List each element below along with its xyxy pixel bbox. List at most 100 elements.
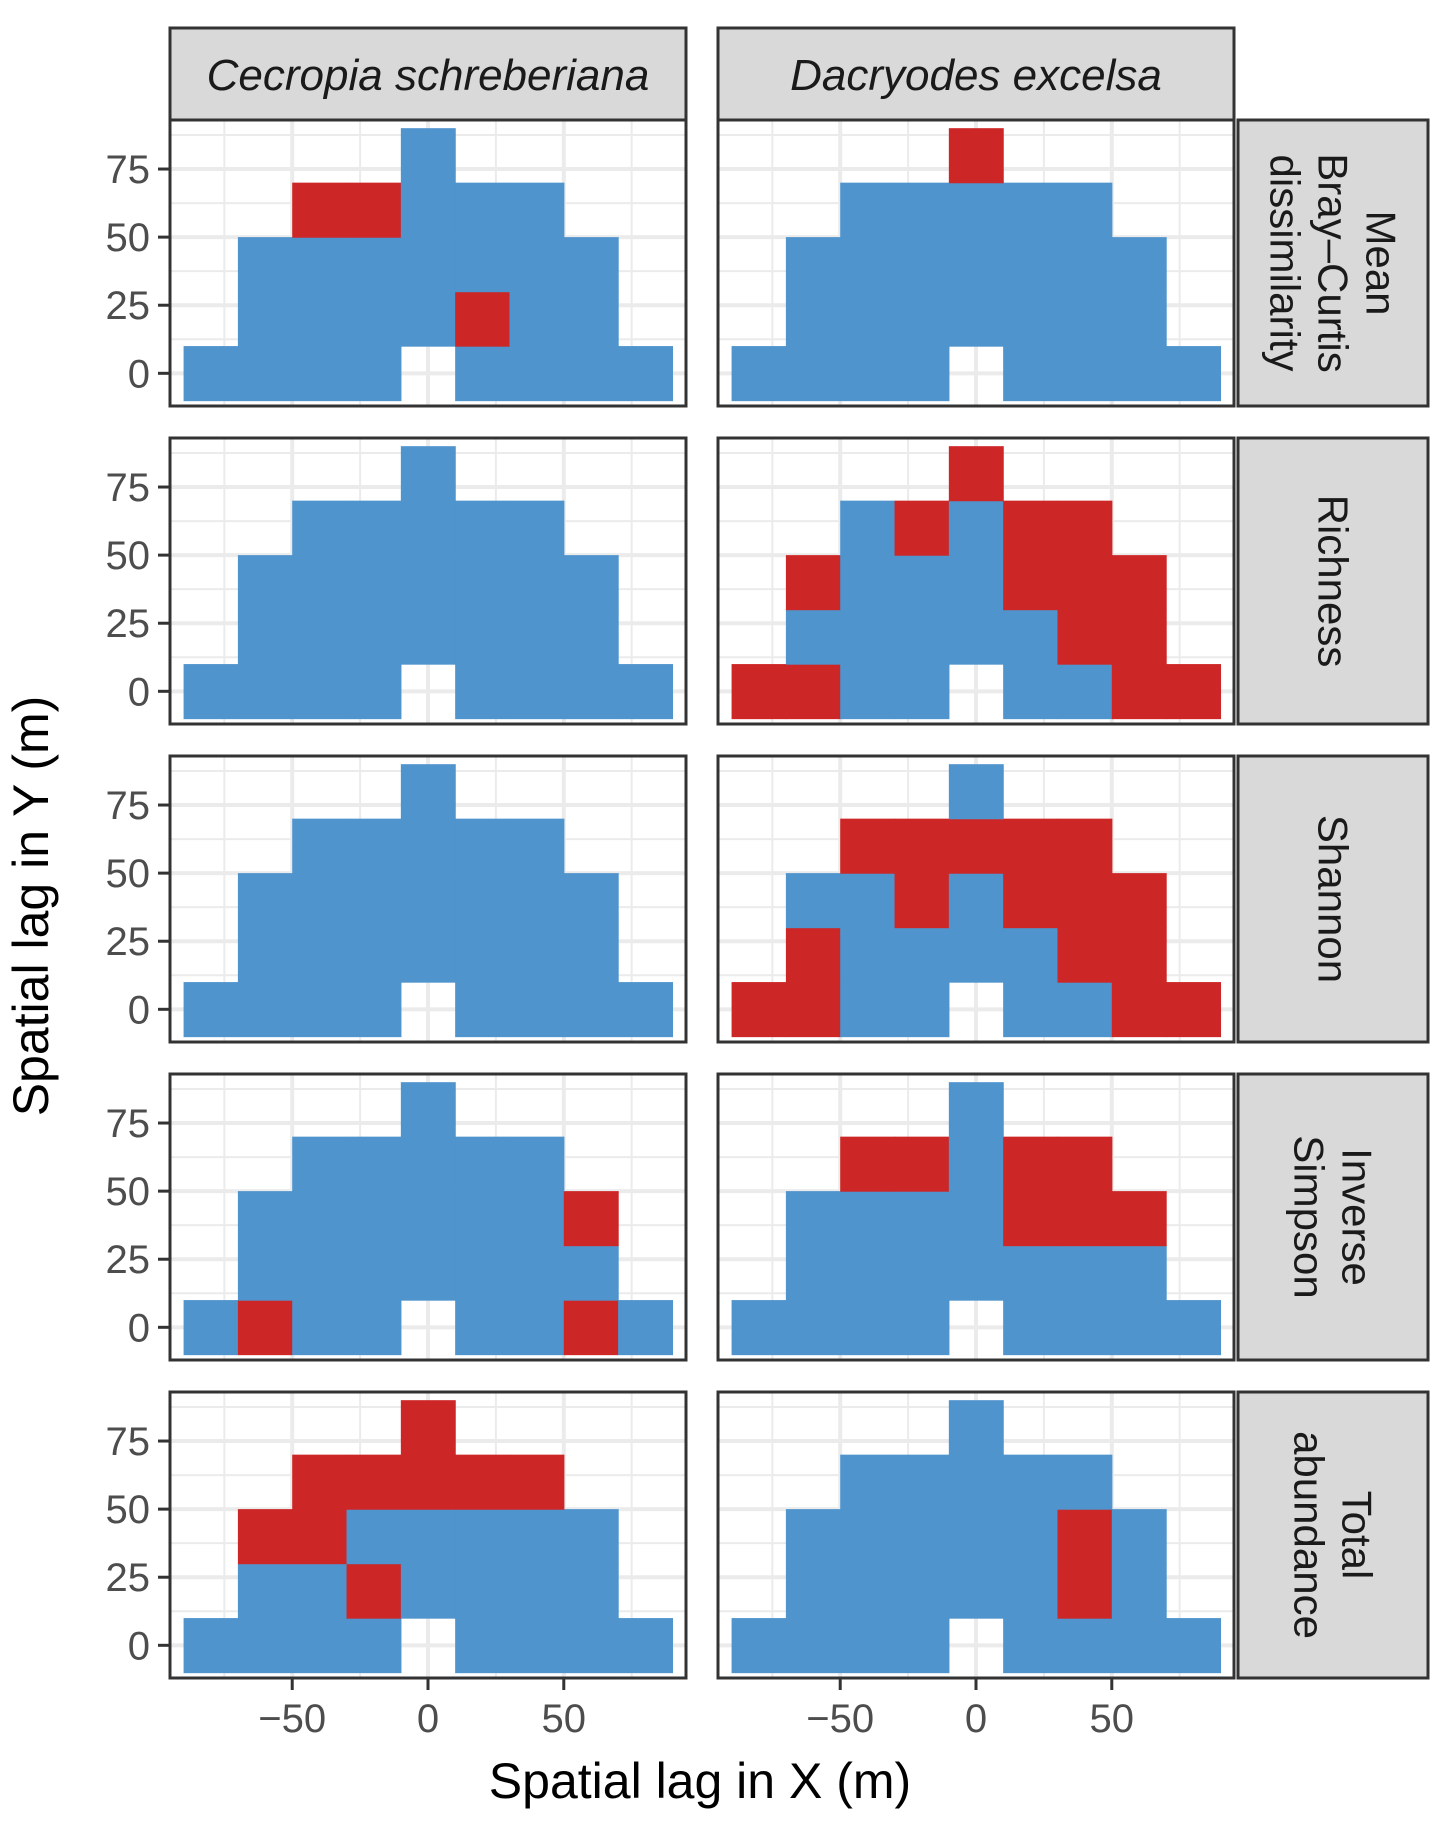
heatmap-tile-blue — [894, 237, 950, 293]
heatmap-tile-blue — [840, 291, 896, 347]
heatmap-tile-red — [731, 664, 787, 720]
heatmap-tile-blue — [1003, 927, 1059, 983]
heatmap-tile-blue — [618, 1300, 674, 1356]
heatmap-tile-blue — [563, 927, 619, 983]
heatmap-tile-blue — [509, 182, 565, 238]
heatmap-tile-red — [1003, 873, 1059, 929]
heatmap-tile-blue — [1003, 291, 1059, 347]
heatmap-tile-red — [894, 873, 950, 929]
heatmap-tile-red — [785, 664, 841, 720]
heatmap-tile-blue — [948, 609, 1004, 665]
heatmap-tile-blue — [948, 182, 1004, 238]
y-tick-label: 25 — [106, 1556, 151, 1600]
heatmap-tile-red — [1003, 1191, 1059, 1247]
facet-panel — [716, 1072, 1236, 1362]
x-axis-label: Spatial lag in X (m) — [489, 1753, 911, 1809]
heatmap-tile-blue — [948, 237, 1004, 293]
heatmap-tile-blue — [948, 1245, 1004, 1301]
heatmap-tile-blue — [1003, 182, 1059, 238]
heatmap-tile-blue — [292, 500, 348, 556]
row-strip-label: dissimilarity — [1262, 154, 1309, 371]
heatmap-tile-blue — [509, 237, 565, 293]
heatmap-tile-blue — [1003, 609, 1059, 665]
heatmap-tile-blue — [509, 1245, 565, 1301]
heatmap-tile-blue — [346, 1245, 402, 1301]
heatmap-tile-blue — [894, 555, 950, 611]
heatmap-tile-blue — [563, 1563, 619, 1619]
panel-border — [716, 436, 1236, 726]
heatmap-tile-red — [948, 446, 1004, 502]
heatmap-tile-red — [1111, 1191, 1167, 1247]
heatmap-tile-red — [1111, 664, 1167, 720]
heatmap-tile-blue — [948, 1191, 1004, 1247]
heatmap-tile-blue — [237, 1245, 293, 1301]
heatmap-tile-blue — [1003, 664, 1059, 720]
heatmap-tile-blue — [840, 1191, 896, 1247]
heatmap-tile-blue — [400, 1136, 456, 1192]
heatmap-tile-blue — [1003, 1454, 1059, 1510]
heatmap-tile-blue — [400, 237, 456, 293]
heatmap-tile-blue — [785, 609, 841, 665]
panel-border — [716, 1072, 1236, 1362]
heatmap-tile-blue — [292, 1136, 348, 1192]
heatmap-tile-blue — [455, 1509, 511, 1565]
heatmap-tile-red — [1003, 1136, 1059, 1192]
heatmap-tile-red — [292, 1454, 348, 1510]
heatmap-tile-blue — [1057, 291, 1113, 347]
heatmap-tile-red — [455, 291, 511, 347]
row-strip-label: Total — [1334, 1491, 1381, 1580]
heatmap-tile-blue — [237, 1563, 293, 1619]
row-strip-label: abundance — [1286, 1431, 1333, 1639]
heatmap-tile-blue — [1166, 1618, 1222, 1674]
facet-panel — [716, 754, 1236, 1044]
heatmap-tile-blue — [948, 927, 1004, 983]
heatmap-tile-red — [1057, 1563, 1113, 1619]
heatmap-tile-blue — [509, 818, 565, 874]
heatmap-tile-blue — [455, 346, 511, 402]
heatmap-tile-blue — [455, 1245, 511, 1301]
heatmap-tile-blue — [894, 664, 950, 720]
facet-panel — [168, 1390, 688, 1680]
y-tick-label: 0 — [128, 352, 150, 396]
heatmap-tile-blue — [840, 182, 896, 238]
heatmap-tile-blue — [509, 927, 565, 983]
heatmap-tile-red — [731, 982, 787, 1038]
x-tick-label: −50 — [258, 1697, 326, 1741]
row-strip-label: Bray–Curtis — [1310, 153, 1357, 372]
heatmap-tile-blue — [1166, 1300, 1222, 1356]
y-tick-label: 0 — [128, 670, 150, 714]
panel-border — [168, 1072, 688, 1362]
facet-panel — [716, 1390, 1236, 1680]
y-axis-label: Spatial lag in Y (m) — [3, 696, 59, 1117]
heatmap-tile-blue — [292, 1300, 348, 1356]
heatmap-tile-blue — [400, 609, 456, 665]
heatmap-tile-blue — [509, 346, 565, 402]
heatmap-tile-blue — [894, 1618, 950, 1674]
heatmap-tile-blue — [1057, 346, 1113, 402]
heatmap-tile-blue — [292, 1618, 348, 1674]
heatmap-tile-blue — [237, 982, 293, 1038]
row-strip-label: Inverse — [1334, 1148, 1381, 1286]
heatmap-tile-blue — [785, 873, 841, 929]
heatmap-tile-blue — [894, 1300, 950, 1356]
heatmap-tile-blue — [1057, 1618, 1113, 1674]
heatmap-tile-blue — [840, 346, 896, 402]
heatmap-tile-blue — [346, 982, 402, 1038]
heatmap-tile-blue — [455, 500, 511, 556]
heatmap-tile-blue — [840, 555, 896, 611]
heatmap-tile-blue — [400, 764, 456, 820]
heatmap-tile-blue — [1111, 346, 1167, 402]
heatmap-tile-blue — [509, 1509, 565, 1565]
x-tick-label: 0 — [965, 1697, 987, 1741]
heatmap-tile-blue — [840, 1618, 896, 1674]
heatmap-tile-blue — [346, 1191, 402, 1247]
heatmap-tile-red — [400, 1400, 456, 1456]
heatmap-tile-blue — [346, 664, 402, 720]
heatmap-tile-blue — [1003, 1245, 1059, 1301]
heatmap-tile-blue — [563, 1509, 619, 1565]
facet-panel — [716, 436, 1236, 726]
heatmap-tile-blue — [840, 664, 896, 720]
heatmap-tile-blue — [183, 982, 239, 1038]
heatmap-tile-blue — [509, 1136, 565, 1192]
heatmap-tile-blue — [292, 555, 348, 611]
